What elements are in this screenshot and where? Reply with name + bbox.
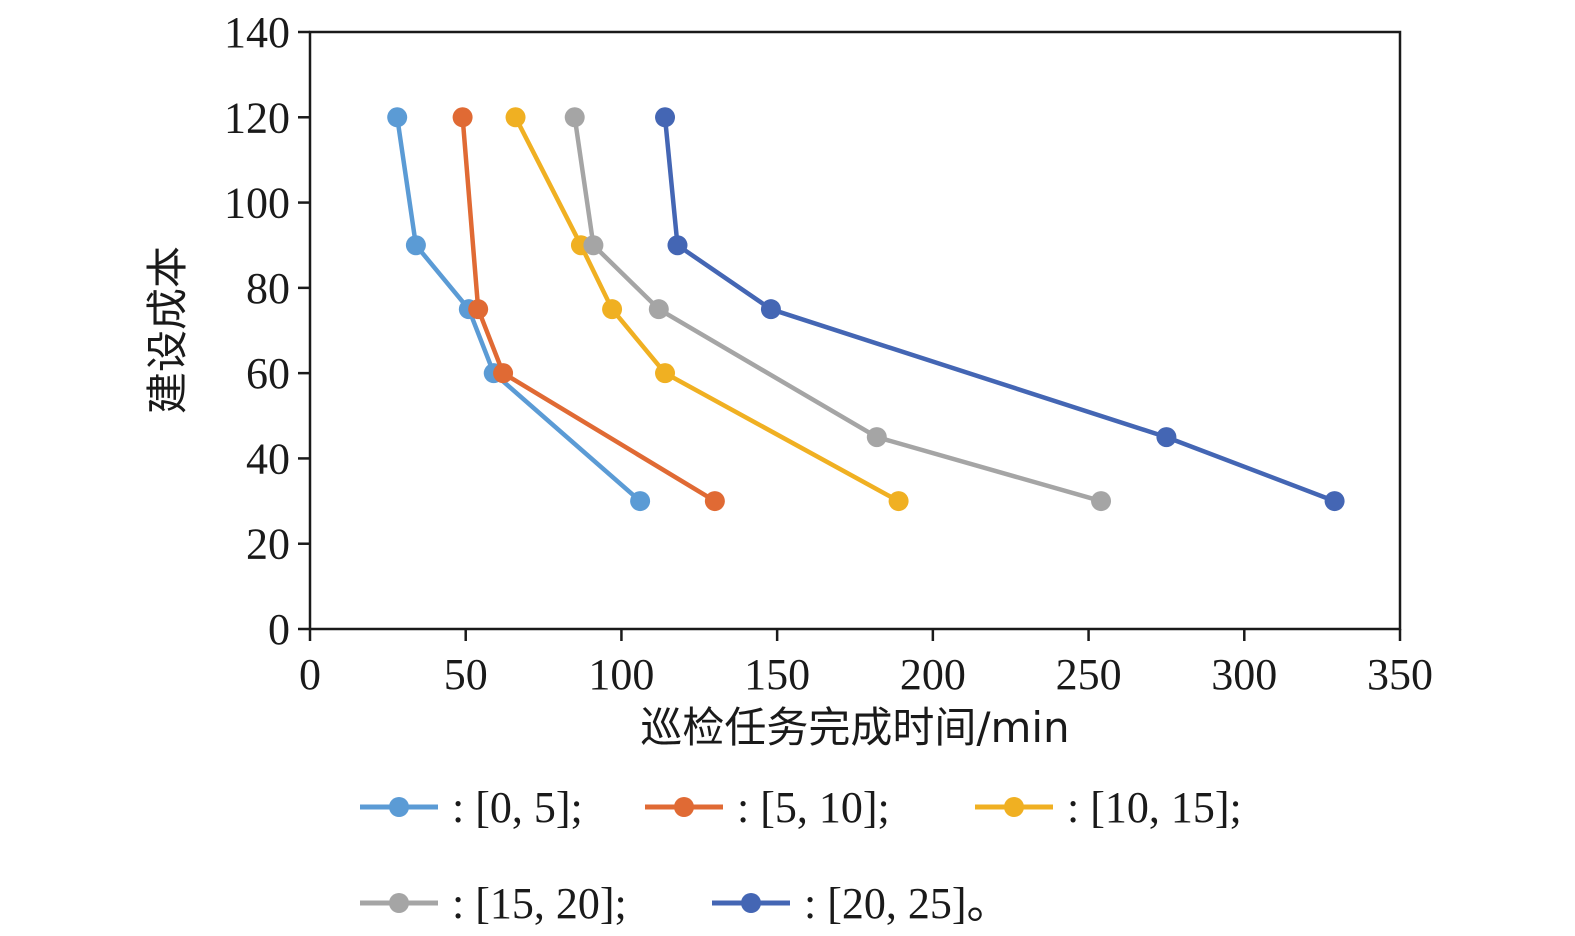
data-point <box>602 299 623 320</box>
data-point <box>667 235 688 256</box>
plot-area <box>308 30 1402 631</box>
y-axis-ticks: 0 20 40 60 80 100 120 140 <box>224 8 310 654</box>
series-line <box>460 115 718 504</box>
x-tick-label: 350 <box>1367 650 1433 699</box>
y-tick-label: 20 <box>246 520 290 569</box>
y-tick-label: 40 <box>246 434 290 483</box>
legend-item-1: : [0, 5]; <box>360 783 583 832</box>
x-tick-label: 300 <box>1211 650 1277 699</box>
legend-label: : [20, 25]。 <box>804 879 1011 928</box>
x-tick-label: 200 <box>900 650 966 699</box>
series-4 <box>564 107 1112 512</box>
data-point <box>888 491 909 512</box>
series-5 <box>655 107 1345 512</box>
data-point <box>564 107 585 128</box>
legend-item-5: : [20, 25]。 <box>712 879 1011 928</box>
data-point <box>452 107 473 128</box>
legend-label: : [15, 20]; <box>452 879 627 928</box>
x-tick-label: 0 <box>299 650 321 699</box>
data-point <box>1324 491 1345 512</box>
data-point <box>583 235 604 256</box>
data-point <box>760 299 781 320</box>
x-tick-label: 100 <box>588 650 654 699</box>
legend-item-2: : [5, 10]; <box>645 783 890 832</box>
data-point <box>405 235 426 256</box>
y-tick-label: 80 <box>246 264 290 313</box>
x-tick-label: 150 <box>744 650 810 699</box>
legend-item-3: : [10, 15]; <box>975 783 1242 832</box>
data-point <box>630 491 651 512</box>
x-axis-ticks: 0 50 100 150 200 250 300 350 <box>299 629 1433 699</box>
y-axis-title: 建设成本 <box>143 246 192 414</box>
legend-marker <box>389 797 409 817</box>
legend-label: : [5, 10]; <box>737 783 890 832</box>
y-tick-label: 0 <box>268 605 290 654</box>
x-tick-label: 250 <box>1056 650 1122 699</box>
series-2 <box>452 107 725 512</box>
data-point <box>704 491 725 512</box>
data-point <box>505 107 526 128</box>
legend-marker <box>1004 797 1024 817</box>
data-point <box>1091 491 1112 512</box>
legend-marker <box>389 893 409 913</box>
data-point <box>468 299 489 320</box>
legend-item-4: : [15, 20]; <box>360 879 627 928</box>
y-tick-label: 100 <box>224 179 290 228</box>
data-point <box>493 363 514 384</box>
y-tick-label: 60 <box>246 349 290 398</box>
y-tick-label: 140 <box>224 8 290 57</box>
legend-marker <box>741 893 761 913</box>
y-tick-label: 120 <box>224 93 290 142</box>
data-point <box>866 427 887 448</box>
legend-label: : [0, 5]; <box>452 783 583 832</box>
legend-label: : [10, 15]; <box>1067 783 1242 832</box>
data-point <box>655 107 676 128</box>
legend: : [0, 5]; : [5, 10]; : [10, 15]; : [15, 20]… <box>360 783 1242 928</box>
legend-marker <box>674 797 694 817</box>
x-tick-label: 50 <box>444 650 488 699</box>
series-layer <box>387 107 1345 512</box>
data-point <box>655 363 676 384</box>
x-axis-title: 巡检任务完成时间/min <box>640 703 1069 752</box>
data-point <box>648 299 669 320</box>
data-point <box>1156 427 1177 448</box>
data-point <box>387 107 408 128</box>
